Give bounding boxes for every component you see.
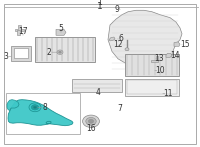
Circle shape	[57, 50, 63, 54]
Polygon shape	[151, 56, 158, 62]
Bar	[6, 93, 80, 134]
Text: 15: 15	[180, 40, 190, 49]
Polygon shape	[8, 100, 73, 126]
Text: 9: 9	[115, 5, 120, 14]
Polygon shape	[174, 42, 180, 46]
Bar	[72, 79, 122, 92]
Bar	[11, 46, 31, 61]
Text: 12: 12	[113, 40, 123, 49]
Circle shape	[83, 115, 99, 127]
Polygon shape	[56, 29, 66, 35]
Circle shape	[29, 103, 41, 112]
Text: 6: 6	[119, 34, 123, 44]
Bar	[127, 80, 177, 94]
Bar	[35, 37, 95, 62]
Polygon shape	[17, 30, 20, 35]
Bar	[125, 54, 179, 76]
Polygon shape	[15, 25, 24, 31]
Text: 1: 1	[97, 2, 103, 11]
Polygon shape	[108, 10, 182, 74]
Bar	[125, 79, 179, 96]
Text: 2: 2	[47, 48, 51, 57]
Text: 7: 7	[118, 104, 122, 113]
Text: 13: 13	[155, 54, 164, 63]
Text: 17: 17	[18, 27, 28, 36]
Circle shape	[88, 119, 94, 123]
Text: 3: 3	[4, 52, 8, 61]
Text: 11: 11	[163, 89, 172, 98]
Circle shape	[33, 106, 37, 108]
Text: 14: 14	[171, 51, 180, 60]
Text: 16: 16	[86, 124, 96, 133]
Text: 4: 4	[96, 88, 100, 97]
Text: 5: 5	[59, 24, 63, 33]
Circle shape	[125, 48, 129, 51]
Polygon shape	[109, 37, 115, 41]
Text: 10: 10	[155, 66, 164, 75]
Text: 8: 8	[42, 103, 47, 112]
Circle shape	[59, 51, 61, 53]
Circle shape	[86, 117, 96, 125]
Bar	[14, 48, 28, 58]
Circle shape	[31, 105, 39, 110]
Polygon shape	[7, 100, 19, 111]
Polygon shape	[166, 53, 172, 57]
Text: 1: 1	[98, 0, 102, 7]
